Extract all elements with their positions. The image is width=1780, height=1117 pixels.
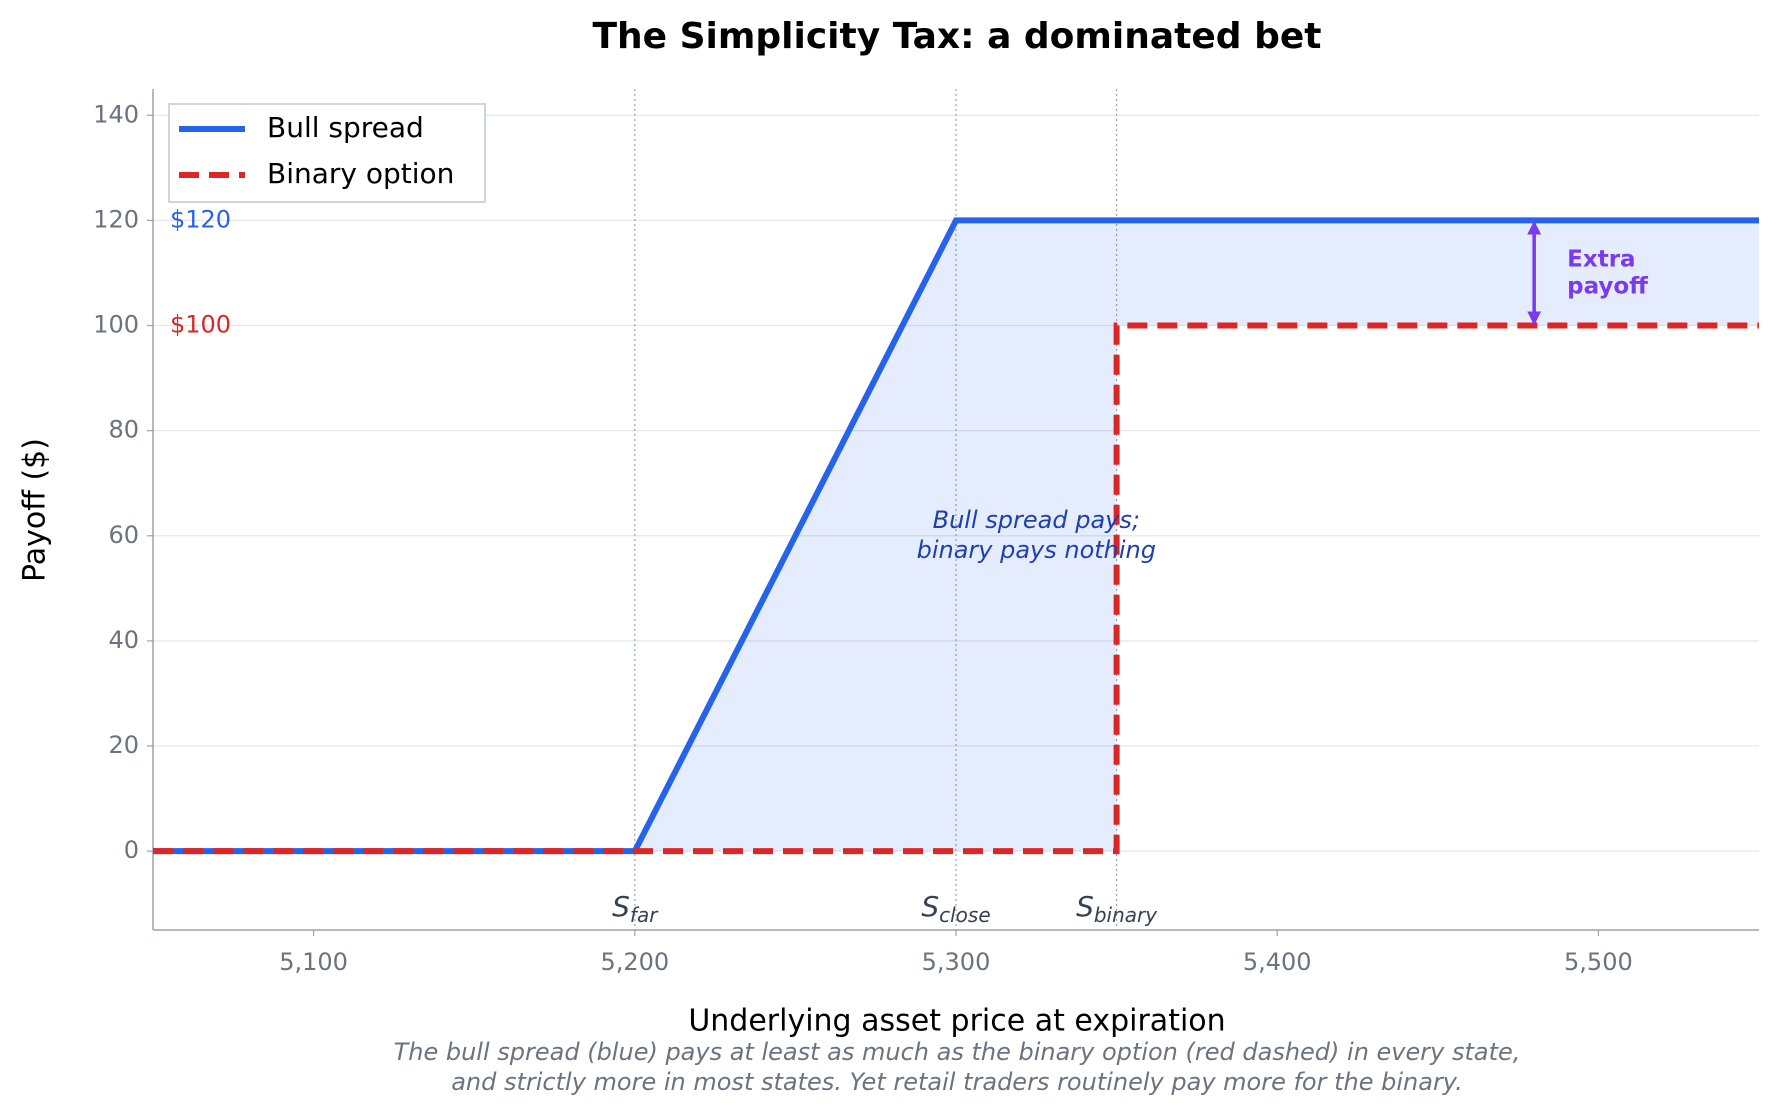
legend-label: Bull spread (267, 111, 424, 144)
x-axis-label: Underlying asset price at expiration (688, 1004, 1225, 1039)
reference-symbol: S (612, 890, 630, 923)
y-tick-label: 120 (93, 205, 139, 233)
reference-label: Sclose (921, 890, 990, 927)
y-tick-label: 100 (93, 311, 139, 339)
y-tick-label: 20 (108, 731, 139, 759)
legend-label: Binary option (267, 157, 454, 190)
x-tick-label: 5,200 (600, 948, 669, 976)
reference-label: Sfar (612, 890, 659, 927)
reference-symbol: S (921, 890, 939, 923)
gap-annotation: payoff (1567, 273, 1648, 299)
region-annotation: binary pays nothing (917, 536, 1156, 564)
y-tick-label: 40 (108, 626, 139, 654)
reference-subscript: close (939, 903, 991, 927)
x-tick-label: 5,500 (1564, 948, 1633, 976)
y-tick-label: 140 (93, 100, 139, 128)
caption: The bull spread (blue) pays at least as … (394, 1038, 1521, 1066)
chart-title: The Simplicity Tax: a dominated bet (592, 16, 1321, 57)
caption: and strictly more in most states. Yet re… (451, 1068, 1463, 1096)
legend-box (168, 103, 486, 203)
y-axis-label: Payoff ($) (18, 438, 53, 582)
reference-subscript: far (630, 903, 659, 927)
x-tick-label: 5,100 (279, 948, 348, 976)
reference-label: Sbinary (1076, 890, 1158, 927)
y-tick-label: 60 (108, 521, 139, 549)
reference-subscript: binary (1094, 903, 1158, 927)
fill-between (153, 220, 1759, 852)
level-label: $100 (170, 311, 231, 339)
y-tick-label: 0 (124, 836, 139, 864)
reference-symbol: S (1076, 890, 1094, 923)
gap-annotation: Extra (1567, 246, 1635, 272)
series-line (153, 322, 1759, 855)
x-tick-label: 5,300 (922, 948, 991, 976)
level-label: $120 (170, 205, 231, 233)
y-tick-label: 80 (108, 416, 139, 444)
region-annotation: Bull spread pays; (933, 506, 1140, 534)
x-tick-label: 5,400 (1243, 948, 1312, 976)
